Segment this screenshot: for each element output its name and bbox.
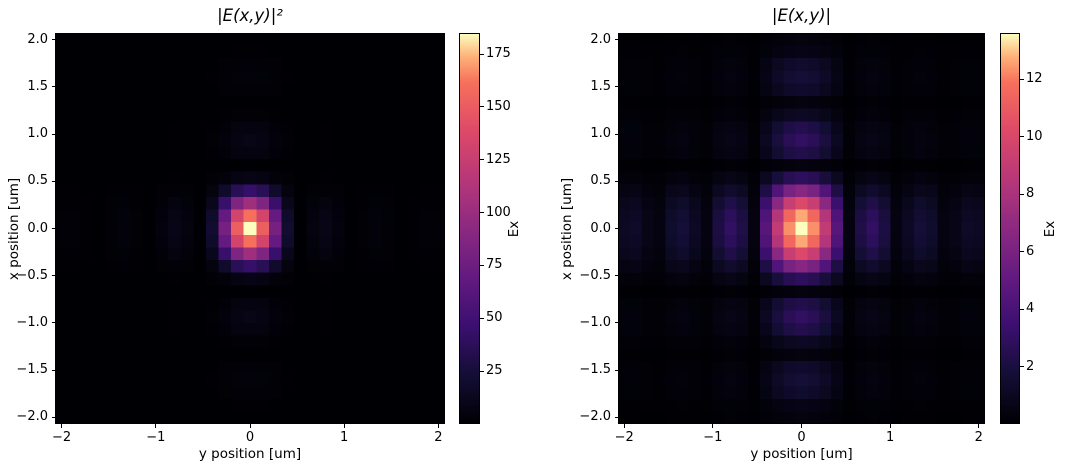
x-tick-label: −1	[146, 430, 166, 445]
colorbar-tick-label: 125	[486, 151, 511, 167]
y-tick-label: −1.5	[579, 362, 611, 378]
x-tick-mark	[437, 424, 439, 428]
y-tick-label: −2.0	[16, 409, 48, 425]
colorbar-tick-label: 2	[1026, 358, 1035, 374]
colorbar-tick-label: 12	[1026, 71, 1043, 86]
y-tick-mark	[51, 39, 55, 41]
y-tick-mark	[51, 180, 55, 182]
y-tick-mark	[51, 322, 55, 324]
x-tick-mark	[343, 424, 345, 428]
colorbar-tick-label: 150	[486, 98, 511, 114]
x-tick-label: 0	[797, 430, 806, 445]
plot2-colorbar-label: Ex	[1042, 220, 1058, 237]
x-tick-label: −2	[52, 430, 72, 445]
x-tick-label: 2	[974, 430, 983, 445]
y-tick-label: 1.5	[590, 78, 611, 94]
y-tick-label: −0.5	[16, 267, 48, 283]
colorbar-tick-mark	[480, 53, 484, 55]
colorbar-tick-mark	[1020, 308, 1024, 310]
y-tick-label: 0.0	[590, 220, 611, 236]
colorbar-tick-mark	[480, 317, 484, 319]
plot2-heatmap	[618, 33, 985, 424]
y-tick-label: −1.0	[16, 314, 48, 330]
x-tick-mark	[801, 424, 802, 428]
colorbar-tick-label: 25	[486, 363, 503, 379]
colorbar-tick-mark	[1020, 193, 1024, 195]
plot1-x-axis-label: y position [um]	[198, 446, 302, 462]
colorbar-tick-mark	[1020, 251, 1024, 252]
plot1-heatmap	[55, 33, 445, 424]
y-tick-mark	[51, 86, 55, 88]
y-tick-label: −2.0	[579, 409, 611, 425]
x-tick-mark	[61, 424, 63, 428]
y-tick-mark	[51, 369, 55, 371]
x-tick-label: −2	[614, 430, 634, 445]
y-tick-label: 0.5	[590, 173, 611, 189]
y-tick-mark	[51, 133, 55, 135]
y-tick-mark	[614, 228, 618, 229]
colorbar-tick-mark	[1020, 366, 1024, 367]
plot1-title: |E(x,y)|²	[217, 6, 283, 25]
y-tick-mark	[614, 322, 618, 324]
colorbar-tick-mark	[480, 106, 484, 108]
colorbar-tick-mark	[1020, 78, 1024, 80]
y-tick-mark	[614, 275, 618, 277]
y-tick-mark	[51, 416, 55, 418]
y-tick-mark	[51, 228, 55, 229]
colorbar-tick-label: 75	[486, 257, 503, 273]
y-tick-label: 2.0	[590, 31, 611, 47]
y-tick-mark	[51, 275, 55, 277]
y-tick-label: −1.5	[16, 362, 48, 378]
y-tick-mark	[614, 39, 618, 41]
x-tick-label: −1	[703, 430, 723, 445]
colorbar-tick-mark	[480, 370, 484, 372]
y-tick-label: −0.5	[579, 267, 611, 283]
x-tick-label: 2	[434, 430, 443, 445]
plot2-x-axis-label: y position [um]	[750, 446, 853, 462]
x-tick-label: 1	[886, 430, 895, 445]
y-tick-mark	[614, 133, 618, 135]
colorbar-tick-mark	[480, 159, 484, 161]
y-tick-label: −1.0	[579, 314, 611, 330]
x-tick-mark	[978, 424, 980, 428]
y-tick-label: 1.0	[27, 126, 48, 142]
colorbar-tick-label: 4	[1026, 301, 1035, 316]
y-tick-mark	[614, 416, 618, 418]
y-tick-mark	[614, 180, 618, 182]
colorbar-tick-mark	[480, 212, 484, 214]
colorbar-tick-mark	[480, 264, 484, 266]
y-tick-label: 1.5	[27, 78, 48, 94]
x-tick-label: 1	[340, 430, 349, 445]
colorbar-tick-mark	[1020, 136, 1024, 137]
x-tick-mark	[623, 424, 625, 428]
y-tick-mark	[614, 86, 618, 88]
plot2-title: |E(x,y)|	[771, 6, 832, 25]
y-tick-mark	[614, 369, 618, 371]
colorbar-tick-label: 6	[1026, 243, 1035, 259]
y-tick-label: 1.0	[590, 126, 611, 142]
y-tick-label: 0.5	[27, 173, 48, 189]
x-tick-label: 0	[245, 430, 255, 445]
x-tick-mark	[249, 424, 251, 428]
colorbar-tick-label: 10	[1026, 128, 1043, 144]
colorbar-tick-label: 100	[486, 204, 511, 220]
plot1-colorbar	[459, 33, 480, 424]
colorbar-tick-label: 50	[486, 310, 503, 326]
x-tick-mark	[712, 424, 714, 428]
colorbar-tick-label: 8	[1026, 186, 1035, 201]
x-tick-mark	[155, 424, 157, 428]
colorbar-tick-label: 175	[486, 46, 511, 62]
y-tick-label: 2.0	[27, 31, 48, 47]
plot1-colorbar-label: Ex	[506, 220, 522, 237]
plot2-colorbar	[1000, 33, 1020, 424]
y-tick-label: 0.0	[27, 220, 48, 236]
x-tick-mark	[889, 424, 891, 428]
